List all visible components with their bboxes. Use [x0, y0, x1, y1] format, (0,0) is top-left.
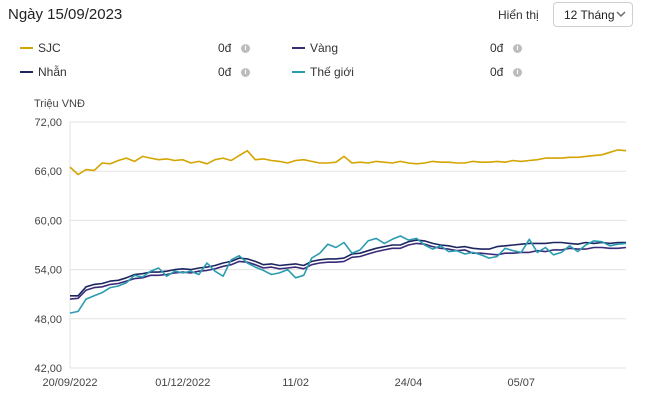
x-tick-label: 11/02: [282, 377, 309, 389]
legend-value: 0đ: [490, 41, 504, 55]
legend-value: 0đ: [218, 65, 232, 79]
legend-item-sjc[interactable]: SJC 0đ i: [20, 41, 260, 57]
legend-swatch: [20, 47, 33, 49]
legend-swatch: [292, 47, 305, 49]
y-tick-label: 42,00: [34, 363, 62, 375]
legend-value: 0đ: [490, 65, 504, 79]
info-icon[interactable]: i: [513, 68, 522, 77]
legend-name: SJC: [38, 41, 61, 55]
info-icon[interactable]: i: [241, 68, 250, 77]
period-select-value: 12 Tháng: [564, 8, 615, 22]
y-tick-label: 54,00: [34, 265, 62, 277]
y-tick-label: 66,00: [34, 166, 62, 178]
y-tick-label: 60,00: [34, 215, 62, 227]
legend-value: 0đ: [218, 41, 232, 55]
chevron-down-icon: [616, 11, 626, 17]
x-tick-label: 05/07: [507, 377, 535, 389]
series-line-thế-giới: [69, 235, 627, 314]
legend-item-nhan[interactable]: Nhẫn 0đ i: [20, 65, 260, 81]
legend-item-the-gioi[interactable]: Thế giới 0đ i: [292, 65, 532, 81]
info-icon[interactable]: i: [241, 44, 250, 53]
legend-name: Nhẫn: [38, 65, 67, 79]
page-title: Ngày 15/09/2023: [8, 6, 123, 23]
series-line-vàng: [69, 242, 627, 300]
x-tick-label: 01/12/2022: [155, 377, 210, 389]
legend: SJC 0đ i Vàng 0đ i Nhẫn 0đ i Thế giới 0đ…: [0, 0, 660, 90]
y-tick-label: 72,00: [34, 117, 62, 129]
y-axis-label: Triệu VNĐ: [34, 98, 85, 110]
legend-name: Vàng: [310, 41, 339, 55]
period-label: Hiển thị: [498, 8, 539, 22]
legend-swatch: [292, 71, 305, 73]
legend-swatch: [20, 71, 33, 73]
legend-name: Thế giới: [310, 65, 354, 79]
period-select[interactable]: 12 Tháng: [553, 2, 633, 27]
x-tick-label: 20/09/2022: [42, 377, 97, 389]
y-tick-label: 48,00: [34, 314, 62, 326]
x-tick-label: 24/04: [395, 377, 423, 389]
series-line-sjc: [69, 149, 627, 176]
legend-item-vang[interactable]: Vàng 0đ i: [292, 41, 532, 57]
info-icon[interactable]: i: [513, 44, 522, 53]
